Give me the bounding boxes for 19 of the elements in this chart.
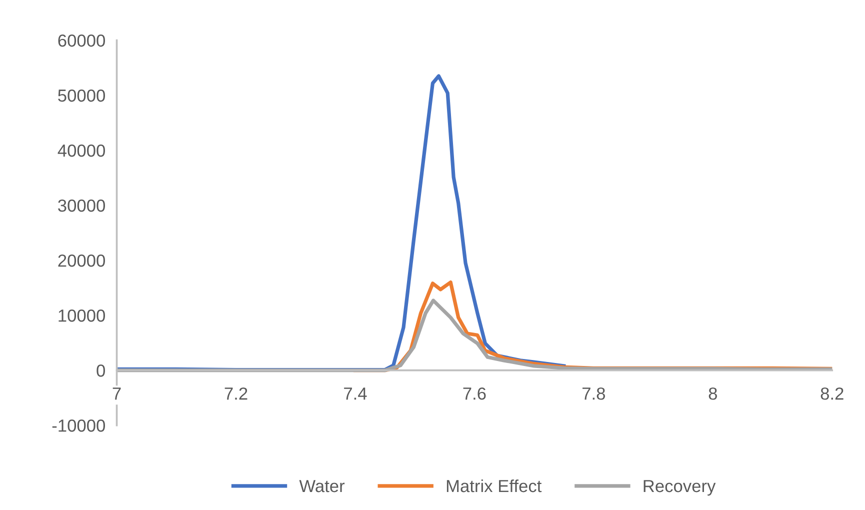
x-tick-label: 8 bbox=[708, 387, 717, 400]
y-tick-label: 20000 bbox=[58, 254, 105, 267]
line-series bbox=[116, 298, 832, 372]
y-tick-label: 50000 bbox=[58, 89, 105, 102]
x-tick-label: 7.4 bbox=[344, 388, 367, 400]
x-tick-label: 7.2 bbox=[224, 387, 248, 400]
legend-label: Water bbox=[299, 480, 345, 492]
y-tick-label: 60000 bbox=[58, 34, 105, 47]
y-tick-label: 10000 bbox=[58, 309, 105, 322]
y-tick-label: 0 bbox=[96, 364, 105, 377]
y-tick-label: 40000 bbox=[58, 144, 105, 157]
y-tick-label: -10000 bbox=[52, 420, 105, 432]
x-tick-label: 7.8 bbox=[582, 387, 605, 400]
legend-label: Matrix Effect bbox=[446, 479, 542, 492]
x-tick-label: 8.2 bbox=[820, 387, 844, 400]
y-tick-label: 30000 bbox=[58, 199, 105, 212]
x-tick-label: 7 bbox=[112, 388, 121, 400]
legend-label: Recovery bbox=[644, 480, 716, 496]
x-tick-label: 7.6 bbox=[463, 387, 486, 400]
